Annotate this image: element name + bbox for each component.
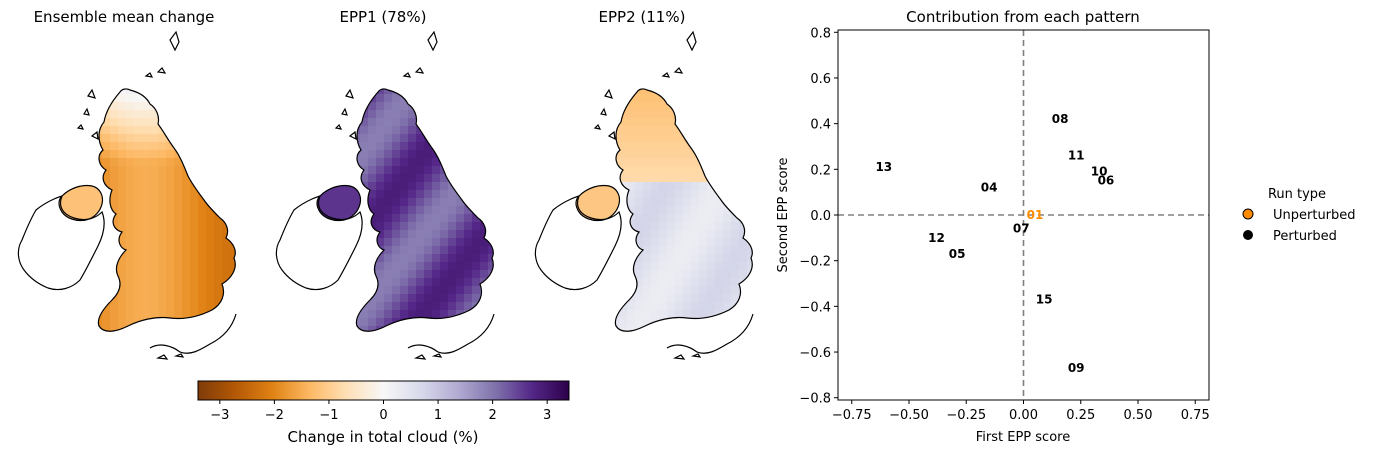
x-tick-label: 0.75 xyxy=(1181,408,1210,423)
colorbar-tick-label: 3 xyxy=(543,408,551,423)
ni-data-field xyxy=(576,185,620,221)
colorbar: −3 −2 −1 0 1 2 3 Change in total cloud (%) xyxy=(197,380,570,446)
y-tick-label: −0.2 xyxy=(799,255,831,270)
legend-label-unperturbed: Unperturbed xyxy=(1273,208,1356,223)
legend: Run type Unperturbed Perturbed xyxy=(1242,187,1356,244)
legend-marker-unperturbed xyxy=(1242,208,1254,220)
scatter-axis-ticks: −0.75 −0.50 −0.25 0.00 0.25 0.50 0.75 −0.8 −0.6 −… xyxy=(799,26,1209,423)
ni-data-field xyxy=(317,185,361,221)
colorbar-gradient xyxy=(197,380,570,401)
point-label-01: 01 xyxy=(1027,208,1044,222)
point-label-09: 09 xyxy=(1068,361,1085,375)
gb-data-field xyxy=(98,88,236,332)
y-tick-label: 0.4 xyxy=(810,118,831,133)
x-tick-label: −0.75 xyxy=(832,408,872,423)
x-axis-label: First EPP score xyxy=(976,430,1070,445)
colorbar-tick-label: −1 xyxy=(319,408,338,423)
colorbar-ticks: −3 −2 −1 0 1 2 3 xyxy=(210,400,551,423)
map-panel-3: EPP2 (11%) xyxy=(534,8,754,360)
colorbar-tick-label: 0 xyxy=(379,408,387,423)
colorbar-tick-label: 2 xyxy=(488,408,496,423)
colorbar-label: Change in total cloud (%) xyxy=(287,428,478,446)
point-label-11: 11 xyxy=(1068,149,1085,163)
legend-marker-perturbed xyxy=(1243,230,1253,240)
y-tick-label: 0.8 xyxy=(810,26,831,41)
reference-lines xyxy=(838,30,1209,400)
y-axis-label: Second EPP score xyxy=(776,158,791,273)
x-tick-label: 0.00 xyxy=(1009,408,1038,423)
chart-title: Contribution from each pattern xyxy=(906,8,1140,26)
x-tick-label: 0.25 xyxy=(1066,408,1095,423)
point-label-07: 07 xyxy=(1013,222,1030,236)
scatter-points: 01 04 05 06 07 08 09 10 11 12 13 15 xyxy=(875,112,1114,375)
x-tick-label: 0.50 xyxy=(1124,408,1153,423)
map-title: EPP2 (11%) xyxy=(599,8,686,26)
plot-frame xyxy=(837,29,1210,401)
point-label-06: 06 xyxy=(1098,174,1115,188)
ni-data-field xyxy=(59,185,103,221)
legend-label-perturbed: Perturbed xyxy=(1273,229,1337,244)
point-label-04: 04 xyxy=(981,181,998,195)
point-label-15: 15 xyxy=(1036,293,1053,307)
map-panel-2: EPP1 (78%) xyxy=(275,8,495,360)
point-label-10: 10 xyxy=(1091,165,1108,179)
colorbar-tick-label: 1 xyxy=(434,408,442,423)
point-label-05: 05 xyxy=(949,247,966,261)
france-coastline xyxy=(666,313,754,360)
gb-data-field xyxy=(356,88,494,332)
legend-title: Run type xyxy=(1268,187,1326,202)
map-panel-1: Ensemble mean change xyxy=(17,8,237,360)
y-tick-label: 0.6 xyxy=(810,72,831,87)
france-coastline xyxy=(149,313,237,360)
france-coastline xyxy=(407,313,495,360)
colorbar-tick-label: −2 xyxy=(265,408,284,423)
x-tick-label: −0.25 xyxy=(946,408,986,423)
map-title: Ensemble mean change xyxy=(34,8,215,26)
y-tick-label: −0.4 xyxy=(799,300,831,315)
point-label-08: 08 xyxy=(1052,112,1069,126)
map-title: EPP1 (78%) xyxy=(340,8,427,26)
y-tick-label: 0.2 xyxy=(810,163,831,178)
y-tick-label: 0.0 xyxy=(810,209,831,224)
map-panels: Ensemble mean change EPP1 (78%) EPP2 (11%) xyxy=(17,8,754,360)
x-tick-label: −0.50 xyxy=(889,408,929,423)
y-tick-label: −0.6 xyxy=(799,346,831,361)
colorbar-tick-label: −3 xyxy=(210,408,229,423)
point-label-13: 13 xyxy=(875,160,892,174)
scatter-chart: Contribution from each pattern −0.75 −0.5… xyxy=(776,8,1210,445)
y-tick-label: −0.8 xyxy=(799,392,831,407)
point-label-12: 12 xyxy=(928,231,945,245)
gb-data-field xyxy=(615,88,753,332)
